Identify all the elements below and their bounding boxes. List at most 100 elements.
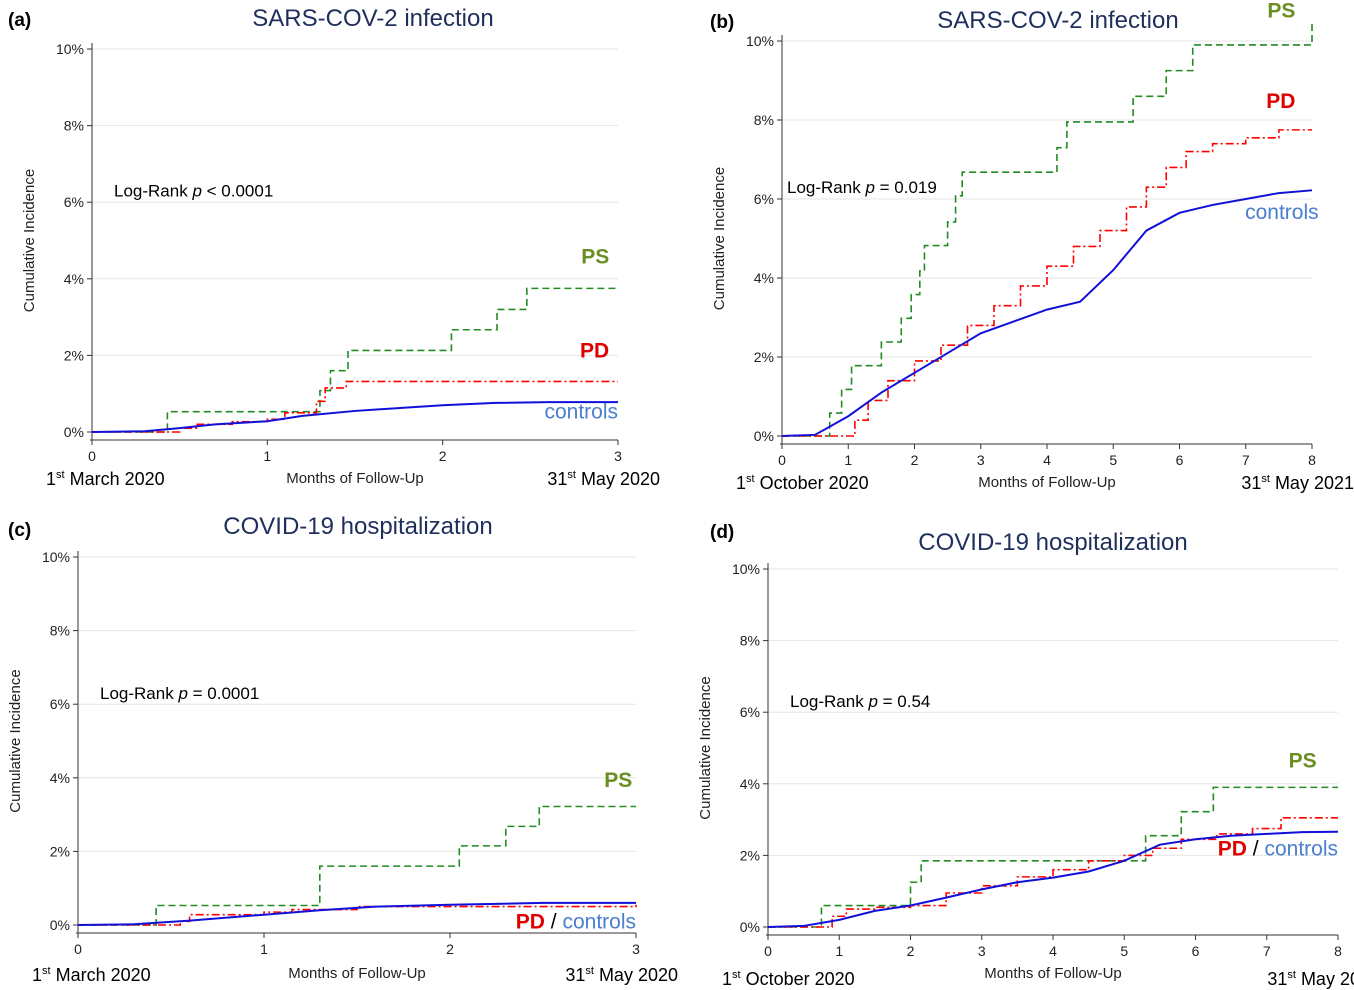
- x-tick-label: 2: [911, 452, 919, 468]
- panel-a: (a) SARS-COV-2 infection 0% 2% 4% 6% 8% 10% 0 1 2 3…: [8, 5, 660, 489]
- x-tick-label: 6: [1192, 943, 1200, 959]
- x-tick-label: 3: [977, 452, 985, 468]
- x-tick-label: 8: [1334, 943, 1342, 959]
- panel-d: (d) COVID-19 hospitalization 0% 2% 4% 6% 8% 10%…: [697, 522, 1354, 989]
- log-rank-annotation: Log-Rank p = 0.019: [787, 178, 937, 197]
- x-tick-label: 7: [1242, 452, 1250, 468]
- panel-letter: (c): [8, 520, 31, 541]
- x-tick-label: 0: [74, 941, 82, 957]
- y-tick-label: 6%: [64, 194, 84, 210]
- chart-title: SARS-COV-2 infection: [252, 5, 493, 32]
- curve-label: controls: [1245, 201, 1319, 224]
- y-tick-label: 4%: [64, 271, 84, 287]
- x-tick-label: 7: [1263, 943, 1271, 959]
- y-tick-label: 10%: [42, 549, 70, 565]
- series-line-controls: [77, 901, 636, 926]
- x-tick-label: 1: [844, 452, 852, 468]
- y-tick-label: 4%: [754, 270, 774, 286]
- x-axis-label: Months of Follow-Up: [288, 965, 426, 982]
- log-rank-annotation: Log-Rank p = 0.54: [790, 692, 930, 711]
- y-tick-label: 8%: [50, 623, 70, 639]
- y-tick-label: 2%: [740, 847, 760, 863]
- series-line-controls: [781, 189, 1313, 437]
- series-line-PD: [782, 129, 1312, 437]
- x-tick-label: 8: [1308, 452, 1316, 468]
- x-tick-label: 0: [764, 943, 772, 959]
- x-axis-label: Months of Follow-Up: [286, 470, 424, 487]
- panel-letter: (a): [8, 10, 31, 31]
- x-tick-label: 3: [614, 448, 622, 464]
- y-tick-label: 10%: [746, 33, 774, 49]
- start-date-label: 1st October 2020: [736, 473, 869, 493]
- curve-label: controls: [544, 401, 618, 424]
- x-tick-label: 4: [1043, 452, 1051, 468]
- curve-label: PD / controls: [516, 911, 636, 934]
- x-tick-label: 5: [1120, 943, 1128, 959]
- y-tick-label: 10%: [732, 561, 760, 577]
- chart-title: SARS-COV-2 infection: [937, 7, 1178, 34]
- series-line-PS: [92, 287, 618, 433]
- panel-b: (b) SARS-COV-2 infection 0% 2% 4% 6% 8% 10% 0 1 2 3…: [710, 0, 1354, 493]
- y-tick-label: 8%: [740, 633, 760, 649]
- curve-label: PS: [604, 769, 632, 792]
- x-tick-label: 3: [632, 941, 640, 957]
- x-tick-label: 0: [88, 448, 96, 464]
- x-tick-label: 4: [1049, 943, 1057, 959]
- y-axis-label: Cumulative Incidence: [21, 169, 38, 312]
- x-tick-label: 2: [439, 448, 447, 464]
- x-tick-label: 5: [1109, 452, 1117, 468]
- series-line-PD: [92, 380, 618, 433]
- y-tick-label: 2%: [64, 347, 84, 363]
- start-date-label: 1st March 2020: [46, 469, 165, 489]
- y-tick-label: 0%: [64, 424, 84, 440]
- panel-letter: (b): [710, 12, 734, 33]
- x-tick-label: 2: [446, 941, 454, 957]
- start-date-label: 1st March 2020: [32, 965, 151, 985]
- y-tick-label: 0%: [754, 428, 774, 444]
- y-tick-label: 2%: [754, 349, 774, 365]
- y-tick-label: 2%: [50, 843, 70, 859]
- chart-title: COVID-19 hospitalization: [918, 529, 1187, 556]
- end-date-label: 31st May 2021: [1267, 969, 1354, 989]
- x-tick-label: 1: [263, 448, 271, 464]
- x-axis-label: Months of Follow-Up: [984, 965, 1122, 982]
- y-tick-label: 10%: [56, 41, 84, 57]
- series-line-PS: [782, 23, 1313, 437]
- log-rank-annotation: Log-Rank p < 0.0001: [114, 182, 273, 201]
- end-date-label: 31st May 2020: [565, 965, 678, 985]
- y-tick-label: 8%: [754, 112, 774, 128]
- x-axis-label: Months of Follow-Up: [978, 474, 1116, 491]
- x-tick-label: 6: [1176, 452, 1184, 468]
- end-date-label: 31st May 2021: [1241, 473, 1354, 493]
- y-tick-label: 4%: [50, 770, 70, 786]
- y-tick-label: 8%: [64, 118, 84, 134]
- series-line-controls: [767, 830, 1339, 928]
- series-line-controls: [91, 401, 618, 433]
- curve-label: PS: [1267, 0, 1295, 22]
- series-line-PD: [768, 817, 1338, 928]
- x-tick-label: 3: [978, 943, 986, 959]
- y-axis-label: Cumulative Incidence: [711, 167, 728, 310]
- chart-title: COVID-19 hospitalization: [223, 513, 492, 540]
- series-line-PD: [78, 904, 637, 926]
- curve-label: PS: [581, 245, 609, 268]
- y-tick-label: 6%: [754, 191, 774, 207]
- curve-label: PS: [1289, 750, 1317, 773]
- x-tick-label: 0: [778, 452, 786, 468]
- y-axis-label: Cumulative Incidence: [7, 669, 24, 812]
- x-tick-label: 1: [835, 943, 843, 959]
- y-axis-label: Cumulative Incidence: [697, 676, 714, 819]
- y-tick-label: 4%: [740, 776, 760, 792]
- start-date-label: 1st October 2020: [722, 969, 855, 989]
- panel-c: (c) COVID-19 hospitalization 0% 2% 4% 6% 8% 10%…: [7, 513, 678, 985]
- curve-label: PD / controls: [1218, 837, 1338, 860]
- y-tick-label: 0%: [50, 917, 70, 933]
- panel-letter: (d): [710, 522, 734, 543]
- y-tick-label: 6%: [50, 696, 70, 712]
- x-tick-label: 1: [260, 941, 268, 957]
- x-tick-label: 2: [907, 943, 915, 959]
- curve-label: PD: [580, 339, 609, 362]
- log-rank-annotation: Log-Rank p = 0.0001: [100, 684, 259, 703]
- series-line-PS: [78, 805, 636, 926]
